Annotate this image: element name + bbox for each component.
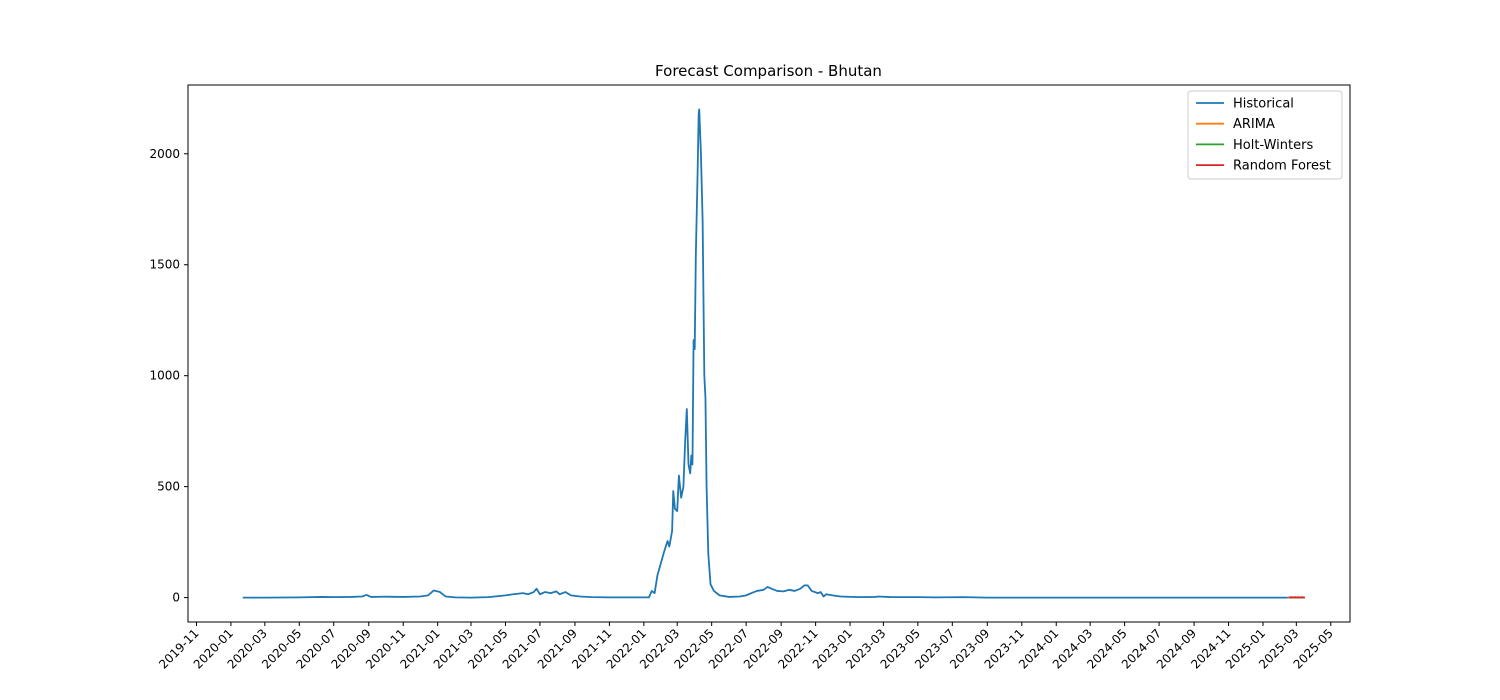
y-tick-label: 1000: [149, 369, 180, 383]
series-layer: [242, 108, 1305, 599]
legend: Historical ARIMA Holt-Winters Random Forest: [1187, 90, 1343, 180]
legend-label-historical: Historical: [1233, 97, 1294, 112]
legend-label-holt-winters: Holt-Winters: [1233, 138, 1313, 153]
y-tick-label: 500: [157, 480, 180, 494]
series-line-historical: [242, 108, 1288, 599]
legend-label-arima: ARIMA: [1233, 117, 1275, 132]
y-axis: 0 500 1000 1500 2000: [149, 147, 188, 605]
legend-box: [1187, 90, 1343, 180]
chart-title: Forecast Comparison - Bhutan: [655, 62, 882, 80]
legend-label-random-forest: Random Forest: [1233, 159, 1331, 174]
plot-frame: [187, 84, 1351, 623]
y-tick-label: 0: [172, 591, 180, 605]
y-tick-label: 2000: [149, 147, 180, 161]
y-tick-label: 1500: [149, 258, 180, 272]
